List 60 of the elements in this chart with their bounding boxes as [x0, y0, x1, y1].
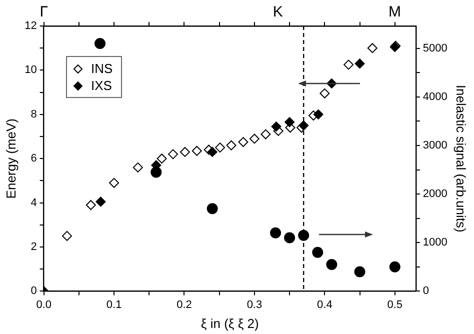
x-tick-label: 0.5: [387, 298, 403, 311]
point: [62, 230, 72, 241]
point: [312, 246, 324, 258]
y-tick-label: 8: [30, 108, 37, 120]
point: [270, 227, 282, 238]
y-tick-label: 4: [30, 196, 37, 209]
point: [96, 196, 106, 207]
point: [156, 154, 167, 164]
point: [298, 230, 310, 241]
point: [207, 146, 218, 157]
point: [313, 109, 324, 120]
point: [206, 203, 218, 214]
point: [354, 266, 366, 278]
point: [249, 134, 260, 144]
y2-tick-label: 0: [422, 285, 430, 298]
y2-tick-label: 5000: [422, 42, 448, 54]
legend-label: IXS: [91, 77, 112, 94]
text: M: [388, 4, 401, 21]
x-tick-label: 0.4: [317, 298, 332, 311]
y2-tick-label: 1000: [422, 236, 448, 249]
x-tick-label: 0.3: [246, 298, 262, 311]
point: [298, 120, 309, 130]
y-axis-title: Energy (meV): [3, 118, 18, 199]
y2-axis-title: Inelastic signal (arb.units): [454, 84, 469, 232]
x-tick-label: 0.0: [36, 298, 52, 311]
point: [238, 137, 248, 148]
legend-label: INS: [91, 60, 113, 77]
x-tick-label: 0.1: [106, 298, 122, 311]
point: [180, 146, 190, 157]
point: [260, 129, 271, 140]
y-tick-label: 0: [30, 285, 37, 298]
point: [284, 232, 296, 244]
point: [344, 60, 354, 70]
point: [109, 178, 120, 188]
y-tick-label: 10: [24, 64, 37, 76]
point: [150, 166, 162, 178]
x-axis-title: ξ in (ξ ξ 2): [200, 316, 259, 331]
point: [132, 162, 143, 172]
point: [226, 140, 236, 150]
point: [192, 146, 202, 156]
y2-tick-label: 2000: [422, 188, 448, 200]
y-tick-label: 6: [30, 152, 37, 165]
point: [389, 261, 400, 272]
point: [94, 38, 106, 49]
point: [354, 58, 365, 69]
point: [215, 142, 226, 153]
y-tick-label: 2: [30, 241, 37, 254]
x-tick-label: 0.2: [176, 298, 192, 311]
point: [326, 258, 338, 270]
point: [271, 122, 282, 132]
point: [320, 88, 330, 98]
y2-tick-label: 4000: [422, 90, 448, 103]
text: K: [272, 4, 283, 21]
point: [367, 43, 378, 54]
point: [86, 200, 96, 210]
text: Γ: [40, 4, 48, 21]
point: [168, 149, 178, 160]
y-tick-label: 12: [24, 20, 37, 32]
y2-tick-label: 3000: [422, 140, 448, 152]
point: [284, 117, 295, 128]
